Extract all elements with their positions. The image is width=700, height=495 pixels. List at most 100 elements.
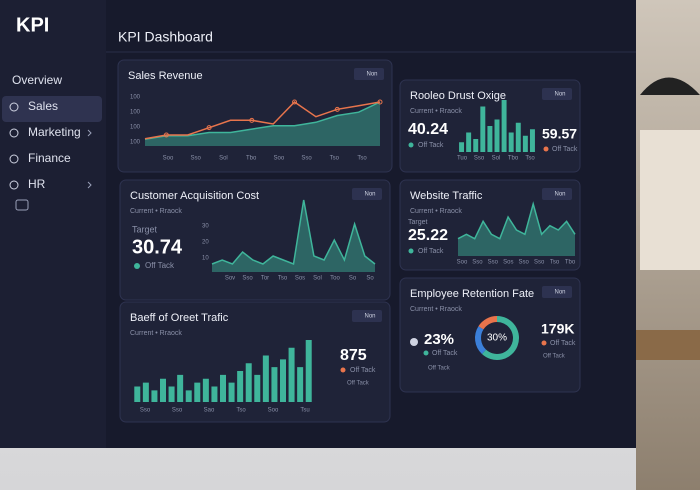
bar [494, 119, 500, 152]
bar [142, 382, 149, 402]
status: Off Tack [550, 340, 576, 347]
x-tick-label: Sov [225, 276, 235, 282]
nav-item[interactable]: Marketing [28, 125, 81, 139]
bar [305, 340, 312, 402]
donut-segment [481, 316, 519, 360]
x-tick-label: Sso [474, 156, 485, 162]
panel [119, 179, 391, 301]
nav-icon [9, 180, 19, 190]
bar [522, 135, 528, 152]
status-dot [408, 248, 414, 254]
panel-title: Employee Retention Fate [410, 288, 534, 300]
target-label: Target [408, 219, 428, 226]
x-tick-label: Sso [301, 156, 312, 162]
panel-button[interactable] [354, 68, 384, 80]
point [249, 117, 255, 123]
button-label: Non [554, 192, 565, 198]
bar [134, 386, 141, 402]
nav-icon [9, 128, 19, 138]
x-tick-label: Tuo [457, 156, 468, 162]
bar [185, 390, 192, 402]
nav-icon [9, 154, 19, 164]
donut-segment [478, 316, 498, 330]
y-tick-label: 30 [202, 224, 209, 230]
bar [271, 367, 278, 402]
status-dot [340, 367, 346, 373]
panel-title: Sales Revenue [128, 70, 203, 82]
line [457, 201, 576, 240]
x-tick-label: Sso [488, 260, 499, 266]
x-tick-label: Sso [172, 408, 183, 414]
lamp [640, 77, 700, 95]
button-label: Non [366, 72, 377, 78]
table [636, 330, 700, 360]
panel-button[interactable] [542, 188, 572, 200]
x-tick-label: Tso [550, 260, 560, 266]
point [163, 132, 169, 138]
people-icon [410, 338, 418, 346]
x-tick-label: Tso [330, 156, 340, 162]
button-label: Non [554, 290, 565, 296]
bar [194, 382, 201, 402]
x-tick-label: Tbo [246, 156, 257, 162]
panel-button[interactable] [542, 88, 572, 100]
area [212, 200, 375, 272]
button-label: Non [364, 192, 375, 198]
x-tick-label: Tso [357, 156, 367, 162]
donut-label: 30% [487, 333, 507, 344]
y-tick-label: 100 [130, 140, 141, 146]
bar [168, 386, 175, 402]
status: Off Tack [552, 146, 578, 153]
panel [117, 59, 393, 173]
status-dot [408, 142, 414, 148]
bar [220, 374, 226, 402]
point [377, 99, 383, 105]
panel-button[interactable] [352, 310, 382, 322]
y-tick-label: 100 [130, 95, 141, 101]
nav-item[interactable]: Sales [28, 99, 58, 113]
y-tick-label: 100 [130, 110, 141, 116]
x-tick-label: Tso [236, 408, 246, 414]
bar [480, 106, 486, 152]
kpi-value: 23% [424, 331, 454, 348]
nav-item[interactable]: Overview [12, 73, 62, 87]
status: Off Tack [145, 261, 175, 270]
x-tick-label: So [366, 276, 374, 282]
x-tick-label: Tso [278, 276, 288, 282]
nav-item[interactable]: Finance [28, 151, 71, 165]
target-label: Target [132, 224, 158, 234]
x-tick-label: Soo [163, 156, 174, 162]
bar [177, 374, 184, 402]
kpi-value: 25.22 [408, 227, 448, 244]
point [206, 125, 212, 131]
x-tick-label: Sos [295, 276, 305, 282]
bar [280, 359, 286, 402]
x-tick-label: Sos [503, 260, 513, 266]
status-dot [423, 350, 429, 356]
status: Off Tack [347, 381, 370, 387]
x-tick-label: Sol [219, 156, 228, 162]
status: Off Tack [350, 367, 376, 374]
line [144, 101, 381, 140]
x-tick-label: Soo [268, 408, 279, 414]
area [145, 102, 380, 146]
button-label: Non [554, 92, 565, 98]
x-tick-label: Sso [534, 260, 545, 266]
nav-icon [9, 102, 19, 112]
line [211, 199, 376, 266]
panel-button[interactable] [542, 286, 572, 298]
bar [515, 122, 521, 152]
nav-item[interactable]: HR [28, 177, 46, 191]
x-tick-label: Sso [519, 260, 530, 266]
panel-subtitle: Current • Rraock [410, 306, 462, 313]
panel-button[interactable] [352, 188, 382, 200]
chevron [87, 181, 92, 189]
bar [202, 378, 209, 402]
status: Off Tack [432, 350, 458, 357]
bar [529, 129, 535, 152]
x-tick-label: So [349, 276, 357, 282]
bar [211, 386, 218, 402]
camera-icon [15, 199, 29, 211]
bar [466, 132, 472, 152]
